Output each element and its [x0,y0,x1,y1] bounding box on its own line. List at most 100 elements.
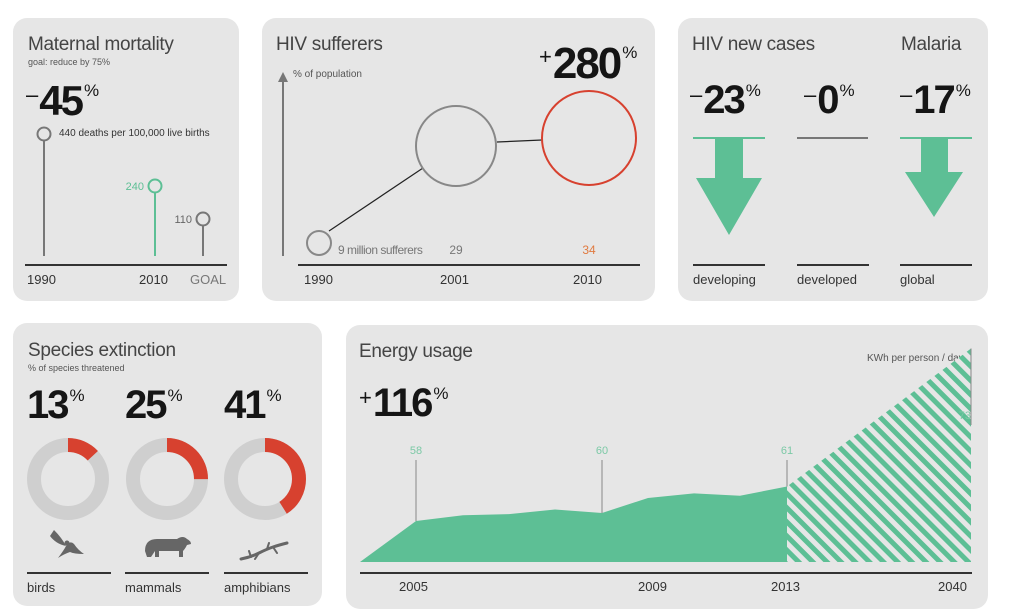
energy-year-2040: 2040 [938,579,967,594]
hiv-connector-2 [496,139,543,143]
donut-slice-mammals [126,438,208,520]
hiv-axis [298,264,640,266]
energy-usage-card: Energy usage KWh per person / day +116% … [346,325,988,609]
energy-year-2005: 2005 [399,579,428,594]
mammals-axis [125,572,209,574]
global-label: global [900,272,935,287]
donut-slice-amphibians [224,438,306,520]
hiv-ylabel: % of population [293,69,362,80]
developed-label: developed [797,272,857,287]
developed-sign: – [804,82,817,107]
mammals-number: 25% [125,385,183,425]
hiv-year-1990: 1990 [304,272,333,287]
amphibians-number: 41% [224,385,282,425]
hiv-bubble-1990 [306,230,332,256]
hiv-new-cases-card: HIV new cases Malaria –23% –0% –17% deve… [678,18,988,301]
hiv-pct: % [622,43,638,62]
newcases-chart [693,137,972,235]
energy-area-projected [787,348,971,562]
hiv-label-2010: 34 [582,243,596,257]
hiv-connector-1 [328,167,424,232]
maternal-label-2010: 240 [126,181,144,193]
hiv-year-2010: 2010 [573,272,602,287]
maternal-year-1990: 1990 [27,272,56,287]
developing-sign: – [690,82,703,107]
hiv-big-number: +280% [539,42,637,86]
energy-title: Energy usage [359,341,473,362]
energy-year-2013: 2013 [771,579,800,594]
developing-axis [693,264,765,266]
maternal-value: 45 [39,77,84,124]
hiv-bubble-2010 [541,90,637,186]
hiv-title: HIV sufferers [276,34,383,55]
hiv-label-2001: 29 [449,243,463,257]
maternal-note: 440 deaths per 100,000 live births [59,128,210,139]
maternal-pct: % [83,81,100,100]
hiv-y-axis-arrow [278,72,288,82]
mammals-pct: % [167,386,183,405]
birds-number: 13% [27,385,85,425]
birds-value: 13 [27,383,69,427]
developed-value: 0 [817,78,839,122]
energy-pct: % [433,384,449,403]
malaria-global-number: –17% [900,80,971,120]
birds-label: birds [27,580,56,595]
amphibians-pct: % [266,386,282,405]
newcases-developing-number: –23% [690,80,761,120]
amphibians-label: amphibians [224,580,291,595]
birds-axis [27,572,111,574]
hiv-sufferers-card: HIV sufferers % of population +280% 9 mi… [262,18,655,301]
developing-label: developing [693,272,756,287]
mammals-value: 25 [125,383,167,427]
energy-sign: + [359,385,372,410]
energy-year-2009: 2009 [638,579,667,594]
maternal-mortality-card: Maternal mortality goal: reduce by 75% –… [13,18,239,301]
hiv-sign: + [539,44,552,69]
malaria-title: Malaria [901,34,962,55]
developing-pct: % [745,81,761,100]
energy-axis [360,572,972,574]
energy-label-2040: 73 [959,410,971,422]
developing-arrow [696,139,762,235]
amphibians-value: 41 [224,383,266,427]
energy-value: 116 [372,381,434,425]
maternal-chart: 240 110 [36,126,211,256]
species-title: Species extinction [28,340,176,361]
global-arrow [905,139,963,217]
maternal-axis [25,264,227,266]
energy-area-historical [360,486,787,562]
maternal-subtitle: goal: reduce by 75% [28,57,111,67]
energy-label-2009: 60 [596,445,608,457]
maternal-big-number: –45% [26,80,99,122]
hiv-bubble-2001 [415,105,497,187]
maternal-title: Maternal mortality [28,34,174,55]
energy-label-2005: 58 [410,445,422,457]
species-subtitle: % of species threatened [28,363,125,373]
lizard-icon [239,541,289,561]
global-value: 17 [913,78,955,122]
newcases-title: HIV new cases [692,34,815,55]
eagle-icon [50,530,84,558]
maternal-label-goal: 110 [174,214,192,226]
developing-value: 23 [703,78,745,122]
hiv-year-2001: 2001 [440,272,469,287]
species-donuts [27,438,306,561]
maternal-sign: – [26,82,39,107]
newcases-developed-number: –0% [804,80,855,120]
global-sign: – [900,82,913,107]
donut-slice-birds [27,438,109,520]
species-extinction-card: Species extinction % of species threaten… [13,323,322,606]
maternal-point-goal [195,211,211,227]
energy-unit: KWh per person / day [867,353,964,364]
developed-pct: % [839,81,855,100]
hiv-value: 280 [552,39,622,88]
mammals-label: mammals [125,580,182,595]
global-axis [900,264,972,266]
birds-pct: % [69,386,85,405]
maternal-year-goal: GOAL [190,272,227,287]
hiv-label-1990: 9 million sufferers [338,243,423,257]
global-pct: % [955,81,971,100]
bear-icon [145,537,191,557]
energy-chart: 58 60 61 73 [360,348,972,562]
maternal-year-2010: 2010 [139,272,168,287]
